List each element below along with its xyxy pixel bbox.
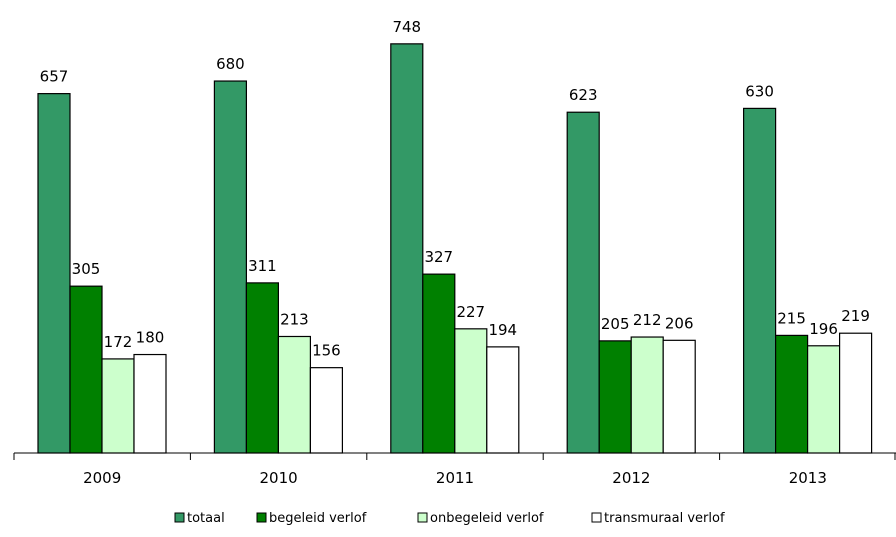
data-label-2012-3: 212 bbox=[633, 311, 662, 329]
bar-2012-2 bbox=[598, 340, 632, 454]
data-label-2009-1: 657 bbox=[40, 68, 69, 86]
bar-2010-3 bbox=[277, 335, 311, 454]
data-label-2011-4: 194 bbox=[488, 321, 517, 339]
bar-2009-3 bbox=[101, 358, 135, 454]
data-label-2009-3: 172 bbox=[104, 333, 133, 351]
bar-2009-2 bbox=[69, 285, 103, 454]
data-label-2010-3: 213 bbox=[280, 310, 309, 328]
data-label-2013-2: 215 bbox=[777, 309, 806, 327]
data-label-2013-1: 630 bbox=[745, 82, 774, 100]
bar-2012-4 bbox=[662, 339, 696, 454]
x-axis: 2009 2010 2011 2012 2013 bbox=[13, 452, 896, 487]
bar-2010-2 bbox=[245, 282, 279, 454]
data-label-2011-1: 748 bbox=[392, 18, 421, 36]
data-label-2009-4: 180 bbox=[136, 329, 165, 347]
bar-2010-1 bbox=[213, 80, 247, 454]
legend: totaal begeleid verlof onbegeleid verlof tr… bbox=[174, 511, 725, 526]
data-label-2013-3: 196 bbox=[809, 320, 838, 338]
bar-2013-2 bbox=[774, 334, 809, 454]
x-tick-label: 2013 bbox=[789, 469, 827, 487]
x-tick-label: 2009 bbox=[83, 469, 121, 487]
data-label-2011-2: 327 bbox=[424, 248, 453, 266]
x-tick-label: 2010 bbox=[260, 469, 298, 487]
legend-swatch-2 bbox=[256, 512, 267, 523]
data-label-2013-4: 219 bbox=[841, 307, 870, 325]
data-label-2012-4: 206 bbox=[665, 314, 694, 332]
bar-2011-1 bbox=[390, 43, 424, 454]
legend-label-1: totaal bbox=[187, 511, 225, 526]
data-label-2009-2: 305 bbox=[72, 260, 101, 278]
bar-2012-1 bbox=[566, 111, 600, 454]
data-label-2010-2: 311 bbox=[248, 257, 277, 275]
data-label-2012-2: 205 bbox=[601, 315, 630, 333]
data-label-2010-4: 156 bbox=[312, 342, 341, 360]
bar-2013-1 bbox=[742, 107, 777, 454]
data-label-2011-3: 227 bbox=[456, 303, 485, 321]
legend-label-4: transmuraal verlof bbox=[604, 511, 725, 526]
bar-2011-3 bbox=[454, 328, 488, 454]
data-label-2012-1: 623 bbox=[569, 86, 598, 104]
bar-2013-3 bbox=[806, 345, 841, 454]
legend-label-3: onbegeleid verlof bbox=[430, 511, 544, 526]
bar-2012-3 bbox=[630, 336, 664, 454]
bar-2013-4 bbox=[838, 332, 873, 454]
bar-2009-1 bbox=[37, 93, 71, 454]
legend-swatch-4 bbox=[591, 512, 602, 523]
bar-2011-4 bbox=[486, 346, 520, 454]
legend-swatch-1 bbox=[174, 512, 185, 523]
bars-layer bbox=[37, 43, 873, 454]
bar-2010-4 bbox=[309, 367, 343, 454]
legend-label-2: begeleid verlof bbox=[269, 511, 367, 526]
x-tick-label: 2011 bbox=[436, 469, 474, 487]
x-tick-label: 2012 bbox=[612, 469, 650, 487]
bar-2009-4 bbox=[133, 353, 167, 454]
data-label-2010-1: 680 bbox=[216, 55, 245, 73]
bar-2011-2 bbox=[422, 273, 456, 454]
legend-swatch-3 bbox=[417, 512, 428, 523]
